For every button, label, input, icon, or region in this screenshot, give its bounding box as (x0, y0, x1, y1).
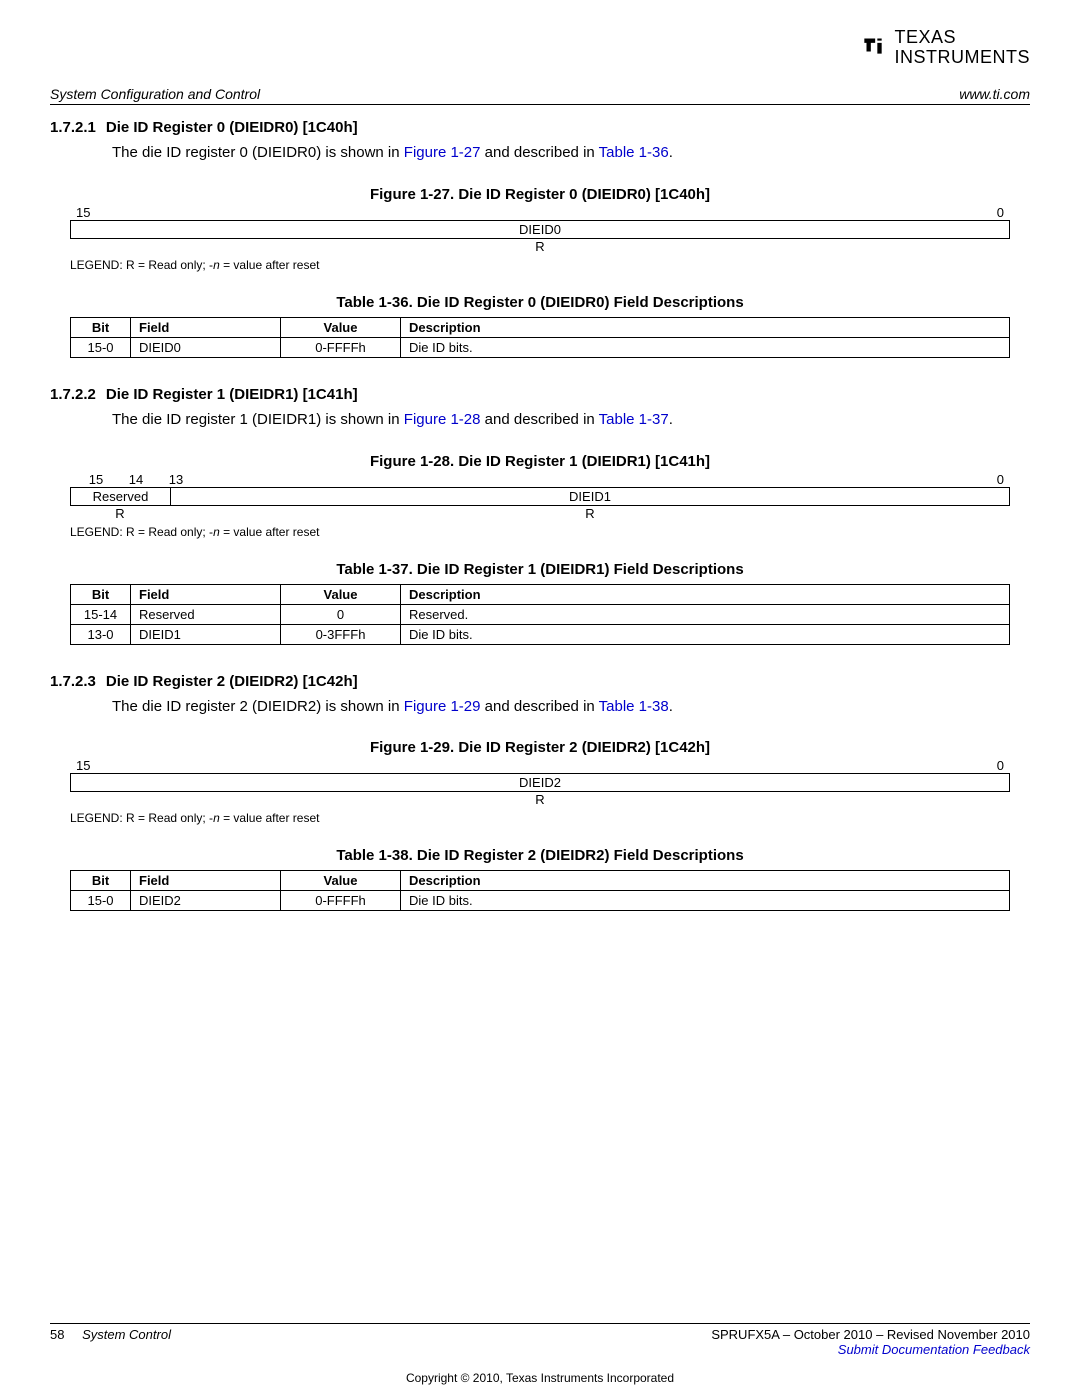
page-header: System Configuration and Control www.ti.… (50, 86, 1030, 105)
bit-range-labels: 15 0 (70, 758, 1010, 773)
figure-link[interactable]: Figure 1-28 (404, 411, 481, 428)
table-row: 15-14 Reserved 0 Reserved. (71, 604, 1010, 624)
table-link[interactable]: Table 1-36 (599, 144, 669, 161)
ti-chip-icon (860, 32, 886, 63)
footer-chapter: System Control (82, 1327, 171, 1342)
register-access-row: R (70, 792, 1010, 807)
figure-legend: LEGEND: R = Read only; -n = value after … (70, 525, 1030, 539)
table-link[interactable]: Table 1-38 (599, 698, 669, 715)
section-intro: The die ID register 1 (DIEIDR1) is shown… (112, 409, 1030, 431)
field-description-table: Bit Field Value Description 15-0 DIEID2 … (70, 870, 1010, 911)
header-url: www.ti.com (959, 86, 1030, 102)
bit-range-labels: 15 14 13 0 (70, 472, 1010, 487)
section-intro: The die ID register 0 (DIEIDR0) is shown… (112, 142, 1030, 164)
figure-link[interactable]: Figure 1-27 (404, 144, 481, 161)
table-row: 15-0 DIEID0 0-FFFFh Die ID bits. (71, 337, 1010, 357)
logo-text-bottom: INSTRUMENTS (895, 47, 1031, 67)
table-title: Table 1-36. Die ID Register 0 (DIEIDR0) … (50, 294, 1030, 311)
section-heading: 1.7.2.1Die ID Register 0 (DIEIDR0) [1C40… (50, 119, 1030, 136)
table-link[interactable]: Table 1-37 (599, 411, 669, 428)
figure-link[interactable]: Figure 1-29 (404, 698, 481, 715)
bit-range-labels: 15 0 (70, 205, 1010, 220)
figure-legend: LEGEND: R = Read only; -n = value after … (70, 258, 1030, 272)
figure-title: Figure 1-29. Die ID Register 2 (DIEIDR2)… (50, 739, 1030, 756)
logo-text-top: TEXAS (895, 27, 957, 47)
register-access-row: R (70, 239, 1010, 254)
header-section-title: System Configuration and Control (50, 86, 260, 102)
ti-logo: TEXAS INSTRUMENTS (860, 28, 1030, 68)
register-field-box: DIEID2 (70, 773, 1010, 792)
table-title: Table 1-37. Die ID Register 1 (DIEIDR1) … (50, 561, 1030, 578)
field-description-table: Bit Field Value Description 15-14 Reserv… (70, 584, 1010, 645)
copyright-text: Copyright © 2010, Texas Instruments Inco… (0, 1371, 1080, 1385)
register-field-box: Reserved DIEID1 (70, 487, 1010, 506)
figure-title: Figure 1-27. Die ID Register 0 (DIEIDR0)… (50, 186, 1030, 203)
table-title: Table 1-38. Die ID Register 2 (DIEIDR2) … (50, 847, 1030, 864)
section-heading: 1.7.2.2Die ID Register 1 (DIEIDR1) [1C41… (50, 386, 1030, 403)
table-row: 15-0 DIEID2 0-FFFFh Die ID bits. (71, 891, 1010, 911)
section-intro: The die ID register 2 (DIEIDR2) is shown… (112, 696, 1030, 718)
register-field-box: DIEID0 (70, 220, 1010, 239)
page-footer: 58 System Control SPRUFX5A – October 201… (50, 1323, 1030, 1357)
figure-title: Figure 1-28. Die ID Register 1 (DIEIDR1)… (50, 453, 1030, 470)
register-access-row: R R (70, 506, 1010, 521)
footer-docinfo: SPRUFX5A – October 2010 – Revised Novemb… (711, 1327, 1030, 1342)
table-row: 13-0 DIEID1 0-3FFFh Die ID bits. (71, 624, 1010, 644)
field-description-table: Bit Field Value Description 15-0 DIEID0 … (70, 317, 1010, 358)
feedback-link[interactable]: Submit Documentation Feedback (711, 1342, 1030, 1357)
figure-legend: LEGEND: R = Read only; -n = value after … (70, 811, 1030, 825)
page-number: 58 (50, 1327, 64, 1342)
section-heading: 1.7.2.3Die ID Register 2 (DIEIDR2) [1C42… (50, 673, 1030, 690)
